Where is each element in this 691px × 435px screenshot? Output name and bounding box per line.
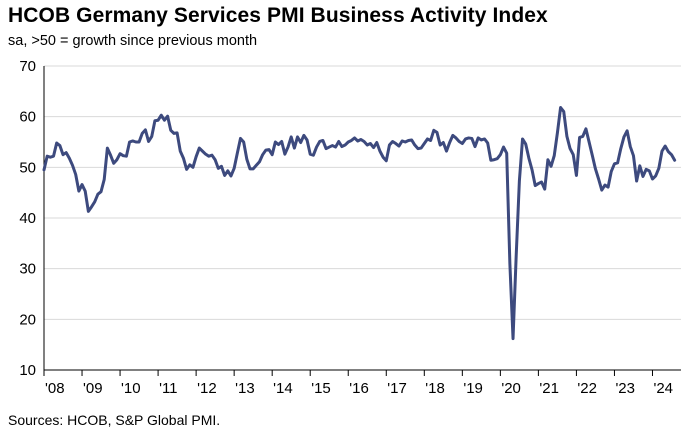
x-tick-label: '16	[349, 380, 369, 397]
y-tick-label: 30	[19, 261, 36, 278]
chart-source: Sources: HCOB, S&P Global PMI.	[8, 412, 221, 428]
x-tick-label: '21	[539, 380, 559, 397]
x-tick-label: '14	[273, 380, 293, 397]
chart-subtitle: sa, >50 = growth since previous month	[8, 33, 258, 49]
x-tick-label: '23	[615, 380, 635, 397]
x-tick-label: '20	[501, 380, 521, 397]
x-tick-label: '18	[425, 380, 445, 397]
y-tick-label: 50	[19, 159, 36, 176]
y-tick-label: 70	[19, 58, 36, 75]
x-tick-label: '08	[45, 380, 65, 397]
series-line-0	[42, 106, 677, 341]
x-tick-label: '19	[463, 380, 483, 397]
y-tick-label: 10	[19, 362, 36, 379]
x-tick-label: '13	[235, 380, 255, 397]
y-tick-label: 40	[19, 210, 36, 227]
x-tick-label: '15	[311, 380, 331, 397]
y-tick-label: 20	[19, 311, 36, 328]
x-tick-label: '12	[197, 380, 217, 397]
x-tick-label: '22	[577, 380, 597, 397]
x-tick-label: '10	[121, 380, 141, 397]
chart-title: HCOB Germany Services PMI Business Activ…	[8, 4, 548, 27]
x-tick-label: '17	[387, 380, 407, 397]
x-tick-label: '11	[159, 380, 177, 397]
x-tick-label: '24	[653, 380, 673, 397]
x-tick-label: '09	[83, 380, 103, 397]
y-tick-label: 60	[19, 109, 36, 126]
